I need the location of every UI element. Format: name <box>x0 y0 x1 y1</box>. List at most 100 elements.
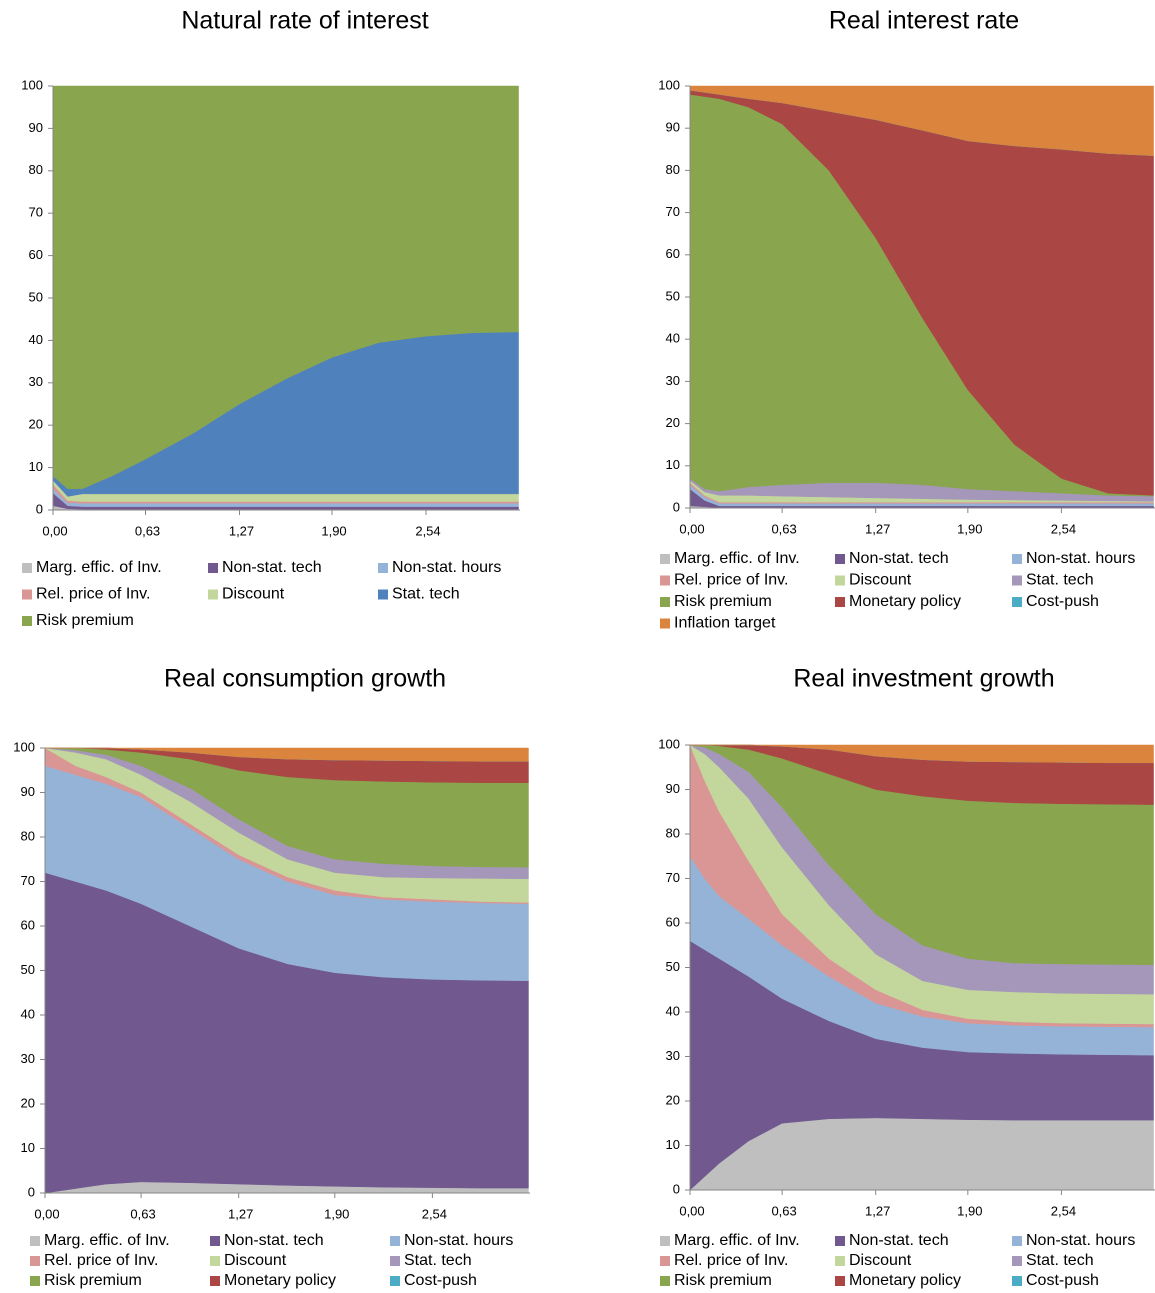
legend-swatch <box>660 597 670 607</box>
legend-label: Risk premium <box>674 593 772 610</box>
y-tick-label: 20 <box>666 415 680 430</box>
y-tick-label: 70 <box>666 870 680 885</box>
legend-swatch <box>835 1276 845 1286</box>
legend-label: Marg. effic. of Inv. <box>674 1232 800 1249</box>
legend-swatch <box>1012 554 1022 564</box>
x-tick-label: 0,00 <box>679 1203 704 1218</box>
y-tick-label: 40 <box>29 332 43 347</box>
legend-swatch <box>390 1236 400 1246</box>
y-tick-label: 40 <box>21 1006 35 1021</box>
x-tick-label: 1,27 <box>228 1206 253 1221</box>
x-tick-label: 1,90 <box>957 521 982 536</box>
y-tick-label: 90 <box>21 784 35 799</box>
y-tick-label: 10 <box>666 1137 680 1152</box>
y-tick-label: 60 <box>21 917 35 932</box>
legend-swatch <box>30 1276 40 1286</box>
legend-swatch <box>1012 1236 1022 1246</box>
legend-swatch <box>208 563 218 573</box>
y-tick-label: 100 <box>21 77 43 92</box>
legend-swatch <box>22 589 32 600</box>
y-tick-label: 50 <box>21 962 35 977</box>
legend-label: Rel. price of Inv. <box>44 1252 158 1269</box>
x-tick-label: 0,63 <box>130 1206 155 1221</box>
legend-label: Marg. effic. of Inv. <box>674 550 800 567</box>
legend-swatch <box>835 1256 845 1266</box>
x-tick-label: 0,00 <box>679 521 704 536</box>
legend-label: Non-stat. tech <box>224 1232 324 1249</box>
y-tick-label: 10 <box>21 1140 35 1155</box>
x-tick-label: 2,54 <box>1051 521 1076 536</box>
y-tick-label: 40 <box>666 331 680 346</box>
chart-title: Real consumption growth <box>164 665 446 693</box>
legend-swatch <box>1012 575 1022 586</box>
y-tick-label: 90 <box>666 120 680 135</box>
legend-label: Marg. effic. of Inv. <box>36 559 162 576</box>
legend-label: Stat. tech <box>1026 1252 1094 1269</box>
legend-label: Non-stat. hours <box>404 1232 513 1249</box>
legend-swatch <box>22 616 32 626</box>
legend-swatch <box>30 1236 40 1246</box>
legend-swatch <box>390 1276 400 1286</box>
y-tick-label: 100 <box>13 739 35 754</box>
legend-swatch <box>390 1256 400 1266</box>
legend-label: Inflation target <box>674 615 776 632</box>
area <box>690 744 1154 764</box>
x-tick-label: 0,63 <box>135 523 160 538</box>
y-tick-label: 0 <box>673 1181 680 1196</box>
y-tick-label: 0 <box>36 501 43 516</box>
legend-label: Cost-push <box>1026 593 1099 610</box>
legend-swatch <box>1012 1276 1022 1286</box>
legend-label: Marg. effic. of Inv. <box>44 1232 170 1249</box>
y-tick-label: 30 <box>29 374 43 389</box>
legend-swatch <box>208 589 218 600</box>
legend-label: Monetary policy <box>849 593 961 610</box>
x-tick-label: 1,90 <box>321 523 346 538</box>
y-tick-label: 90 <box>29 120 43 135</box>
y-tick-label: 0 <box>28 1184 35 1199</box>
legend-swatch <box>210 1256 220 1266</box>
y-tick-label: 20 <box>666 1092 680 1107</box>
legend-swatch <box>1012 1256 1022 1266</box>
x-tick-label: 0,63 <box>771 1203 796 1218</box>
legend-swatch <box>660 1276 670 1286</box>
x-tick-label: 0,00 <box>34 1206 59 1221</box>
legend-swatch <box>22 563 32 573</box>
legend-swatch <box>660 1236 670 1246</box>
y-tick-label: 80 <box>666 825 680 840</box>
x-tick-label: 1,27 <box>865 521 890 536</box>
legend-swatch <box>660 618 670 629</box>
legend-label: Stat. tech <box>404 1252 472 1269</box>
y-tick-label: 80 <box>29 162 43 177</box>
y-tick-label: 70 <box>21 873 35 888</box>
legend-label: Rel. price of Inv. <box>36 586 150 603</box>
y-tick-label: 30 <box>666 1048 680 1063</box>
chart-title: Natural rate of interest <box>181 7 428 35</box>
legend-swatch <box>210 1276 220 1286</box>
legend-label: Cost-push <box>404 1272 477 1289</box>
legend-label: Monetary policy <box>849 1272 961 1289</box>
x-tick-label: 2,54 <box>422 1206 447 1221</box>
legend-label: Stat. tech <box>1026 572 1094 589</box>
y-tick-label: 100 <box>658 736 680 751</box>
area <box>689 85 1154 156</box>
legend-label: Non-stat. tech <box>849 1232 949 1249</box>
y-tick-label: 30 <box>666 373 680 388</box>
y-tick-label: 80 <box>666 162 680 177</box>
y-tick-label: 70 <box>29 205 43 220</box>
y-tick-label: 10 <box>29 459 43 474</box>
legend-label: Discount <box>222 586 285 603</box>
legend-swatch <box>210 1236 220 1246</box>
x-tick-label: 1,27 <box>865 1203 890 1218</box>
legend-swatch <box>660 554 670 564</box>
y-tick-label: 10 <box>666 457 680 472</box>
x-tick-label: 0,63 <box>771 521 796 536</box>
legend-label: Non-stat. tech <box>222 559 322 576</box>
legend-label: Non-stat. tech <box>849 550 949 567</box>
legend-swatch <box>835 554 845 564</box>
y-tick-label: 20 <box>29 417 43 432</box>
legend-swatch <box>835 597 845 607</box>
y-tick-label: 60 <box>666 914 680 929</box>
y-tick-label: 0 <box>673 499 680 514</box>
legend-label: Rel. price of Inv. <box>674 1252 788 1269</box>
